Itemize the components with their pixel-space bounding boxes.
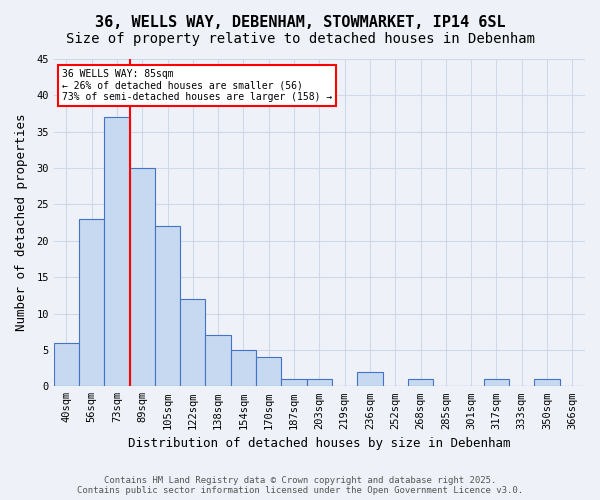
Text: 36 WELLS WAY: 85sqm
← 26% of detached houses are smaller (56)
73% of semi-detach: 36 WELLS WAY: 85sqm ← 26% of detached ho… — [62, 69, 332, 102]
Y-axis label: Number of detached properties: Number of detached properties — [15, 114, 28, 332]
Bar — [357, 372, 383, 386]
Bar — [281, 379, 307, 386]
X-axis label: Distribution of detached houses by size in Debenham: Distribution of detached houses by size … — [128, 437, 511, 450]
Bar — [408, 379, 433, 386]
Text: Size of property relative to detached houses in Debenham: Size of property relative to detached ho… — [65, 32, 535, 46]
Bar — [535, 379, 560, 386]
Bar — [53, 342, 79, 386]
Bar — [180, 299, 205, 386]
Bar — [205, 336, 231, 386]
Bar — [484, 379, 509, 386]
Bar — [79, 219, 104, 386]
Text: 36, WELLS WAY, DEBENHAM, STOWMARKET, IP14 6SL: 36, WELLS WAY, DEBENHAM, STOWMARKET, IP1… — [95, 15, 505, 30]
Bar — [256, 357, 281, 386]
Bar — [155, 226, 180, 386]
Bar — [104, 117, 130, 386]
Bar — [307, 379, 332, 386]
Bar — [231, 350, 256, 387]
Text: Contains HM Land Registry data © Crown copyright and database right 2025.
Contai: Contains HM Land Registry data © Crown c… — [77, 476, 523, 495]
Bar — [130, 168, 155, 386]
